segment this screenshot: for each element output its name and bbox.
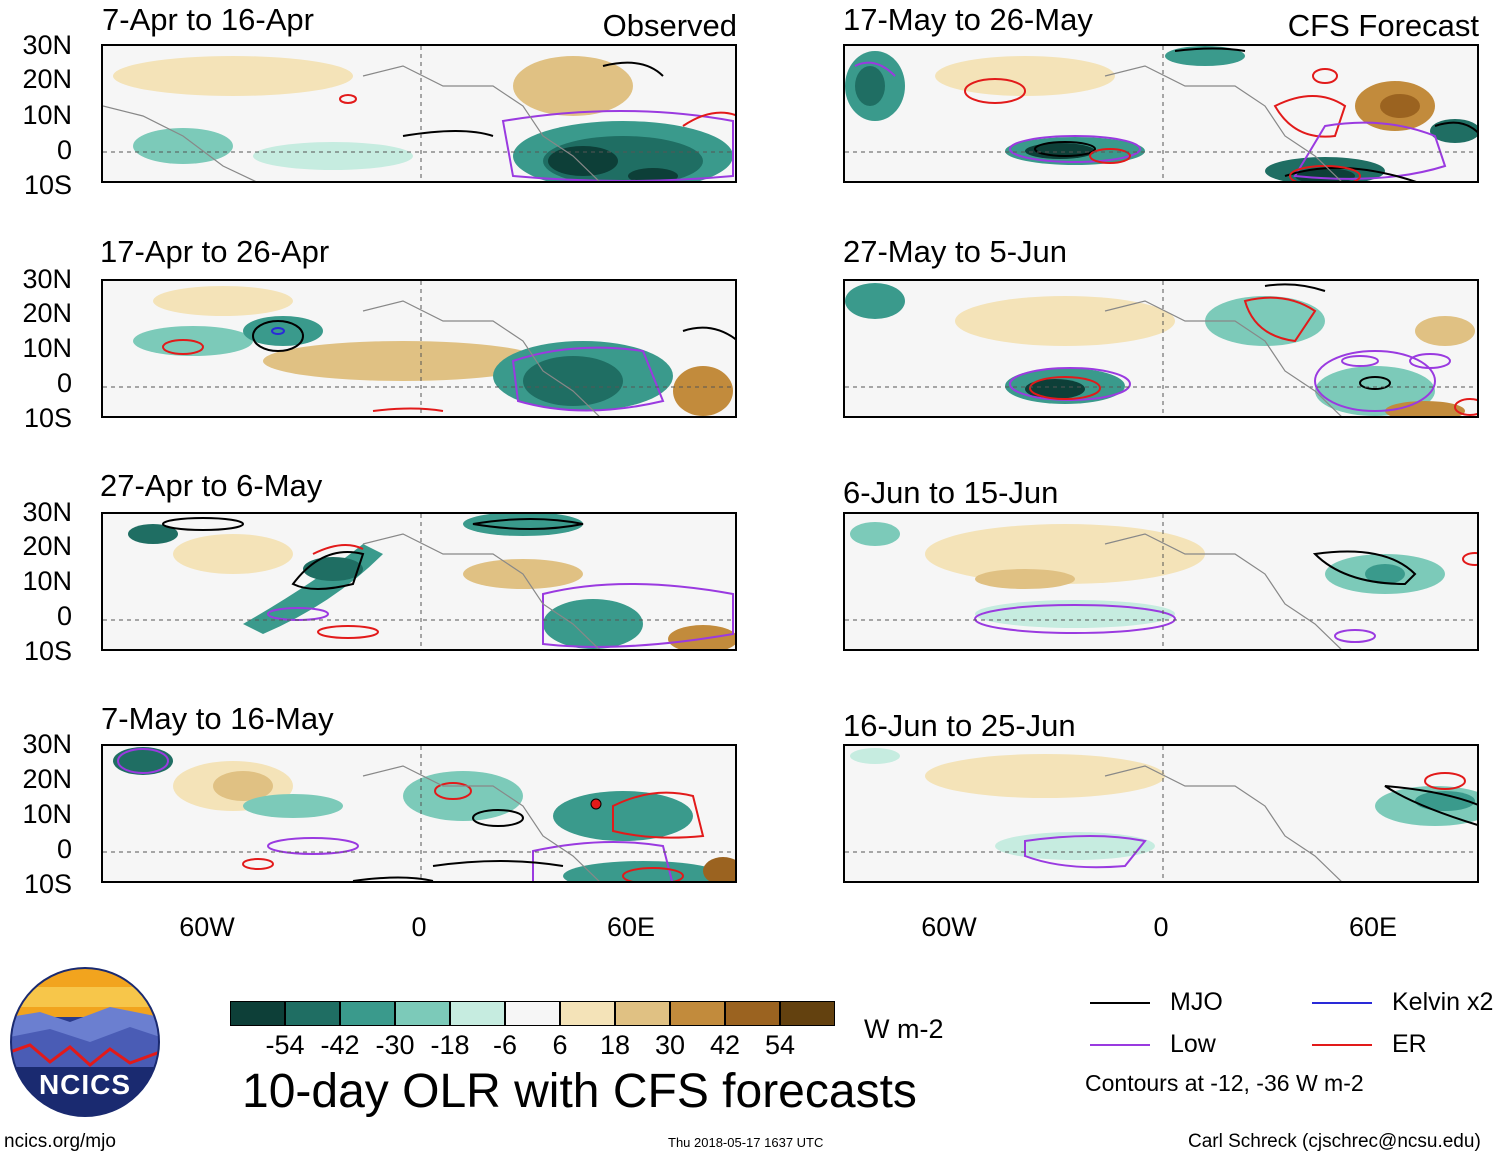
colorbar-swatch bbox=[615, 1001, 670, 1026]
colorbar-tick: -54 bbox=[265, 1030, 305, 1060]
footer-url: ncics.org/mjo bbox=[4, 1131, 116, 1152]
olr-field-3 bbox=[103, 514, 735, 649]
colorbar-tick: 42 bbox=[709, 1030, 741, 1060]
lat-label: 10N bbox=[22, 799, 72, 829]
legend-swatch-er bbox=[1312, 1044, 1372, 1046]
lat-label: 20N bbox=[22, 531, 72, 561]
panel-title-4: 7-May to 16-May bbox=[101, 701, 334, 736]
lon-label: 60W bbox=[921, 912, 977, 942]
map-panel-5 bbox=[843, 44, 1479, 183]
lon-label: 0 bbox=[1153, 912, 1169, 942]
olr-field-2 bbox=[103, 281, 735, 416]
olr-field-4 bbox=[103, 746, 735, 881]
legend-note: Contours at -12, -36 W m-2 bbox=[1085, 1070, 1364, 1096]
colorbar-swatch bbox=[670, 1001, 725, 1026]
lat-label: 30N bbox=[22, 264, 72, 294]
lon-label: 60W bbox=[179, 912, 235, 942]
map-panel-8 bbox=[843, 744, 1479, 883]
olr-field-1 bbox=[103, 46, 735, 181]
lon-label: 0 bbox=[411, 912, 427, 942]
colorbar-swatch bbox=[340, 1001, 395, 1026]
map-panel-6 bbox=[843, 279, 1479, 418]
legend-swatch-kelvin bbox=[1312, 1002, 1372, 1004]
olr-field-5 bbox=[845, 46, 1477, 181]
legend-label-er: ER bbox=[1392, 1030, 1427, 1058]
lat-label: 0 bbox=[56, 601, 72, 631]
lat-label: 10S bbox=[23, 869, 72, 899]
map-panel-3 bbox=[101, 512, 737, 651]
map-panel-1 bbox=[101, 44, 737, 183]
panel-title-1: 7-Apr to 16-Apr bbox=[102, 2, 314, 37]
colorbar-swatch bbox=[395, 1001, 450, 1026]
logo-text: NCICS bbox=[38, 1069, 132, 1100]
lat-label: 10N bbox=[22, 100, 72, 130]
panel-title-7: 6-Jun to 15-Jun bbox=[843, 475, 1059, 510]
lat-label: 20N bbox=[22, 764, 72, 794]
olr-field-8 bbox=[845, 746, 1477, 881]
panel-title-8: 16-Jun to 25-Jun bbox=[843, 708, 1076, 743]
panel-title-2: 17-Apr to 26-Apr bbox=[100, 234, 330, 269]
lat-label: 30N bbox=[22, 30, 72, 60]
legend-label-low: Low bbox=[1170, 1030, 1216, 1058]
colorbar-swatch bbox=[725, 1001, 780, 1026]
lat-label: 10N bbox=[22, 566, 72, 596]
lat-label: 30N bbox=[22, 497, 72, 527]
lat-label: 10S bbox=[23, 403, 72, 433]
lat-label: 0 bbox=[56, 368, 72, 398]
colorbar-swatch bbox=[560, 1001, 615, 1026]
colorbar-tick: -18 bbox=[430, 1030, 470, 1060]
legend-swatch-mjo bbox=[1090, 1002, 1150, 1004]
olr-field-7 bbox=[845, 514, 1477, 649]
colorbar-swatch bbox=[230, 1001, 285, 1026]
footer-timestamp: Thu 2018-05-17 1637 UTC bbox=[668, 1135, 824, 1150]
legend-label-kelvin: Kelvin x2 bbox=[1392, 988, 1494, 1016]
colorbar-swatch bbox=[780, 1001, 835, 1026]
lon-label: 60E bbox=[1348, 912, 1398, 942]
map-panel-4 bbox=[101, 744, 737, 883]
map-panel-2 bbox=[101, 279, 737, 418]
footer-author: Carl Schreck (cjschrec@ncsu.edu) bbox=[1188, 1131, 1481, 1152]
cfs-forecast-label: CFS Forecast bbox=[1287, 8, 1479, 43]
colorbar-swatch bbox=[505, 1001, 560, 1026]
colorbar-tick: -6 bbox=[492, 1030, 517, 1060]
colorbar-tick: 6 bbox=[552, 1030, 568, 1060]
lat-label: 20N bbox=[22, 298, 72, 328]
lat-label: 10N bbox=[22, 333, 72, 363]
olr-field-6 bbox=[845, 281, 1477, 416]
colorbar-units: W m-2 bbox=[864, 1014, 944, 1044]
lat-label: 30N bbox=[22, 729, 72, 759]
panel-title-6: 27-May to 5-Jun bbox=[843, 234, 1067, 269]
legend-label-mjo: MJO bbox=[1170, 988, 1223, 1016]
colorbar-tick: 18 bbox=[599, 1030, 631, 1060]
panel-title-3: 27-Apr to 6-May bbox=[100, 468, 323, 503]
colorbar-tick: 54 bbox=[764, 1030, 796, 1060]
ncics-logo-graphic bbox=[10, 967, 160, 1117]
lon-label: 60E bbox=[606, 912, 656, 942]
colorbar-swatch bbox=[450, 1001, 505, 1026]
lat-label: 20N bbox=[22, 64, 72, 94]
lat-label: 10S bbox=[23, 636, 72, 666]
panel-title-5: 17-May to 26-May bbox=[843, 2, 1093, 37]
colorbar-tick: -42 bbox=[320, 1030, 360, 1060]
map-panel-7 bbox=[843, 512, 1479, 651]
legend-swatch-low bbox=[1090, 1044, 1150, 1046]
ncics-logo: NCICS bbox=[10, 967, 160, 1117]
observed-label: Observed bbox=[602, 8, 737, 43]
lat-label: 0 bbox=[56, 135, 72, 165]
colorbar-swatch bbox=[285, 1001, 340, 1026]
figure-title: 10-day OLR with CFS forecasts bbox=[242, 1065, 917, 1118]
colorbar-tick: -30 bbox=[375, 1030, 415, 1060]
lat-label: 10S bbox=[23, 170, 72, 200]
lat-label: 0 bbox=[56, 834, 72, 864]
colorbar-tick: 30 bbox=[654, 1030, 686, 1060]
